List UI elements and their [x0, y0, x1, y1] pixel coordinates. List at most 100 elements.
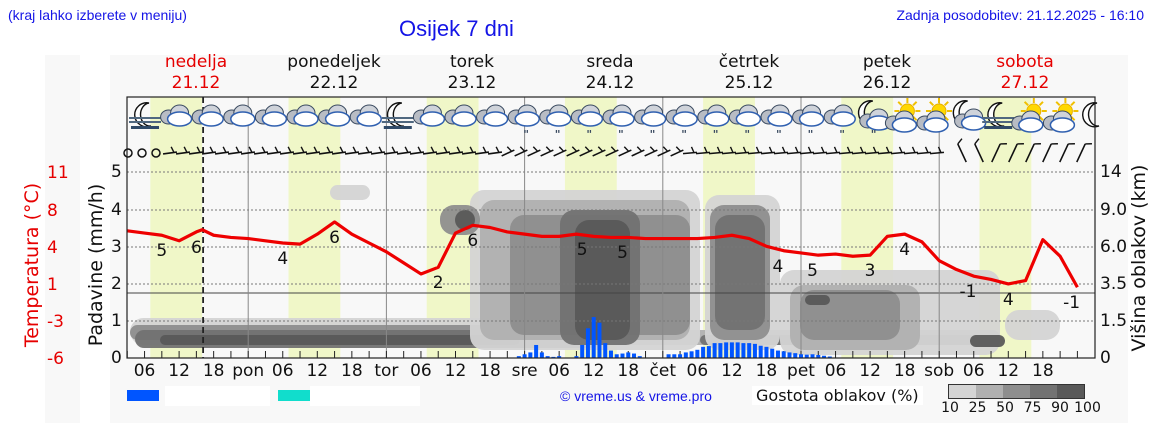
x-tick: 18: [341, 361, 363, 381]
sun-cloud-icon: [1042, 98, 1079, 133]
page-title: Osijek 7 dni: [399, 16, 514, 41]
x-tick: čet: [649, 361, 677, 381]
sun-cloud-icon: [916, 98, 952, 133]
svg-text:": ": [776, 128, 782, 141]
wind-barb-icon: [957, 138, 967, 163]
svg-text:": ": [650, 128, 656, 141]
day-label: sobota: [996, 52, 1054, 72]
day-date: 26.12: [862, 73, 912, 93]
wind-barb-icon: [357, 146, 373, 155]
cloudy-drizzle-icon: ": [539, 104, 572, 141]
wind-barb-icon: [409, 146, 425, 155]
cloud-height-tick: 6.0: [1100, 237, 1128, 257]
cloud-height-tick: 1.5: [1100, 311, 1128, 331]
moon-cloud-drizzle-icon: ": [857, 100, 892, 141]
wind-barb-icon: [682, 146, 698, 155]
day-date: 23.12: [447, 73, 497, 93]
cloudy-drizzle-icon: ": [792, 104, 825, 141]
cloudy-drizzle-icon: ": [665, 104, 698, 141]
temp-point-label: 2: [432, 273, 444, 294]
day-date: 24.12: [585, 73, 635, 93]
cloud-density-tick: 100: [1074, 400, 1101, 416]
wind-barb-icon: [227, 146, 243, 155]
svg-text:": ": [618, 128, 624, 141]
wind-barb-icon: [929, 146, 945, 155]
x-tick: 18: [1032, 361, 1054, 381]
cloud-density-tick: 25: [968, 400, 987, 416]
temp-tick: -3: [47, 312, 64, 332]
temp-point-label: 5: [617, 243, 628, 264]
temp-point-label: 6: [467, 231, 479, 252]
x-tick: 06: [686, 361, 709, 381]
x-tick: 12: [306, 361, 329, 381]
cloudy-icon: [223, 104, 256, 127]
temp-tick: 1: [47, 275, 58, 295]
x-tick: 06: [824, 361, 847, 381]
legend-other-swatch: [278, 390, 310, 401]
sun-cloud-icon: [1011, 98, 1047, 133]
x-tick: pet: [787, 361, 815, 381]
svg-text:": ": [555, 128, 561, 141]
x-tick: pon: [232, 361, 265, 381]
wind-barb-icon: [383, 146, 399, 155]
day-label: petek: [862, 52, 912, 72]
temperature-line: [127, 220, 1079, 289]
moon-fog-icon: [982, 102, 1015, 129]
temp-tick: 8: [47, 201, 58, 221]
wind-barb-icon: [344, 146, 360, 155]
cloud-density-gradient: [948, 384, 1085, 399]
copyright-link[interactable]: © vreme.us & vreme.pro: [560, 388, 712, 404]
wind-barb-icon: [851, 146, 867, 155]
wind-barb-icon: [890, 146, 906, 155]
x-tick: 12: [582, 361, 605, 381]
wind-barb-icon: [201, 146, 217, 155]
wind-barb-icon: [318, 146, 334, 155]
plot-frame: [126, 96, 1096, 359]
grid-lines: [126, 97, 1095, 358]
cloudy-icon: [191, 104, 224, 127]
temp-point-label: 6: [190, 237, 202, 258]
x-tick: 06: [133, 361, 156, 381]
legend-rain-label-box: [165, 386, 270, 406]
cloud-density-tick: 75: [1023, 400, 1042, 416]
wind-barb-icon: [305, 146, 321, 155]
temp-tick: 4: [47, 238, 58, 258]
wind-barb-icon: [1059, 143, 1075, 163]
wind-barb-icon: [670, 146, 684, 157]
x-tick: 06: [548, 361, 570, 381]
temp-axis-panel: [45, 55, 80, 423]
wind-barb-icon: [553, 146, 567, 157]
wind-barb-icon: [799, 146, 815, 155]
precip-bars: [516, 317, 832, 358]
precip-tick: 3: [111, 237, 122, 257]
day-label: nedelja: [164, 52, 228, 72]
wind-barb-icon: [708, 146, 724, 155]
svg-text:": ": [871, 128, 877, 141]
x-tick: 12: [168, 361, 190, 381]
wind-barb-icon: [461, 146, 477, 155]
wind-barb-icon: [487, 146, 503, 155]
cloud-height-tick: 0: [1100, 348, 1111, 368]
wind-barb-icon: [448, 146, 464, 155]
wind-barb-icon: [474, 146, 490, 155]
temp-point-label: 5: [576, 240, 588, 261]
day-label: četrtek: [718, 52, 780, 72]
cloud-density-tick: 90: [1051, 400, 1069, 416]
x-tick: 18: [202, 361, 225, 381]
wind-barb-icon: [974, 138, 984, 163]
temp-tick: -6: [47, 349, 64, 369]
x-tick: 06: [410, 361, 432, 381]
temp-point-label: 4: [1002, 289, 1014, 310]
wind-barb-icon: [579, 146, 593, 157]
precip-tick: 2: [111, 274, 122, 294]
wind-barb-icon: [292, 146, 308, 155]
x-tick: 06: [271, 361, 294, 381]
svg-text:": ": [681, 128, 687, 141]
x-tick: 12: [444, 361, 467, 381]
precip-tick: 5: [111, 162, 122, 182]
cloudy-drizzle-icon: ": [728, 104, 762, 141]
wind-barb-icon: [991, 143, 1007, 163]
location-hint[interactable]: (kraj lahko izberete v meniju): [8, 7, 187, 23]
wind-barb-icon: [435, 146, 451, 155]
day-date: 22.12: [309, 73, 359, 93]
